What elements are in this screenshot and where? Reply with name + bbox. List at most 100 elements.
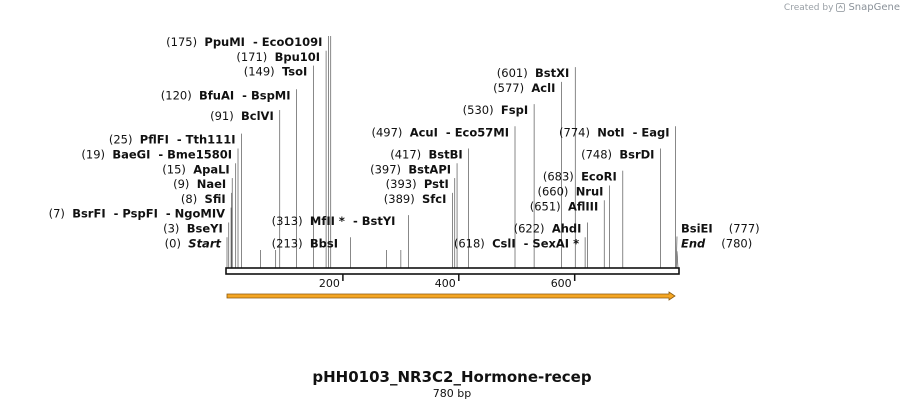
enzyme-label[interactable]: (601) BstXI xyxy=(497,66,570,80)
enzyme-label-text: (497) AcuI - Eco57MI xyxy=(371,125,509,139)
enzyme-label[interactable]: (25) PflFI - Tth111I xyxy=(109,133,236,147)
cut-position: (417) xyxy=(390,147,428,161)
name-separator: - xyxy=(438,125,455,139)
sequence-backbone xyxy=(225,267,680,275)
enzyme-label[interactable]: (389) SfcI xyxy=(384,192,447,206)
name-separator: - xyxy=(158,207,175,221)
cut-position: (19) xyxy=(81,147,112,161)
enzyme-label[interactable]: (8) SfiI xyxy=(181,192,226,206)
enzyme-name: EcoO109I xyxy=(262,35,323,49)
cut-position: (120) xyxy=(161,88,199,102)
enzyme-label[interactable]: (171) Bpu10I xyxy=(236,50,320,64)
enzyme-label-text: (8) SfiI xyxy=(181,192,226,206)
cut-position: (683) xyxy=(543,170,581,184)
orf-arrow[interactable] xyxy=(226,291,676,301)
enzyme-label-text: (9) NaeI xyxy=(173,177,226,191)
name-separator: - xyxy=(345,214,362,228)
credit-prefix: Created by xyxy=(783,2,834,13)
enzyme-name: PflFI xyxy=(140,133,169,147)
cut-position: (313) xyxy=(272,214,310,228)
orf-feature[interactable] xyxy=(226,291,676,301)
enzyme-name: BstXI xyxy=(535,66,569,80)
cut-position: (780) xyxy=(721,236,752,250)
enzyme-label[interactable]: (175) PpuMI - EcoO109I xyxy=(166,35,322,49)
enzyme-label-text: (622) AhdI xyxy=(514,221,582,235)
enzyme-name: AclI xyxy=(531,81,555,95)
enzyme-label-text: (19) BaeGI - Bme1580I xyxy=(81,147,232,161)
enzyme-label-text: (774) NotI - EagI xyxy=(559,125,669,139)
enzyme-label[interactable]: (660) NruI xyxy=(537,184,603,198)
enzyme-label[interactable]: (397) BstAPI xyxy=(370,162,451,176)
enzyme-label[interactable]: (683) EcoRI xyxy=(543,170,617,184)
enzyme-label-text: (389) SfcI xyxy=(384,192,447,206)
cut-position: (7) xyxy=(49,207,73,221)
enzyme-name: EcoRI xyxy=(581,170,617,184)
cut-position: (15) xyxy=(162,162,193,176)
enzyme-label-text: (25) PflFI - Tth111I xyxy=(109,133,236,147)
enzyme-label-text: (0) Start xyxy=(165,236,222,250)
site-lines xyxy=(226,36,679,269)
cut-position: (8) xyxy=(181,192,205,206)
enzyme-label-text: End (780) xyxy=(681,236,752,250)
cut-position: (777) xyxy=(729,221,760,235)
enzyme-label[interactable]: (651) AflIII xyxy=(530,199,599,213)
enzyme-label-text: (417) BstBI xyxy=(390,147,462,161)
ruler-tick-label: 200 xyxy=(319,277,340,290)
enzyme-label[interactable]: (7) BsrFI - PspFI - NgoMIV xyxy=(49,207,226,221)
enzyme-label[interactable]: (3) BseYI xyxy=(163,221,223,235)
enzyme-name: NaeI xyxy=(197,177,226,191)
enzyme-label[interactable]: (748) BsrDI xyxy=(581,147,654,161)
enzyme-name: BsrDI xyxy=(619,147,654,161)
cut-position: (393) xyxy=(386,177,424,191)
enzyme-name: FspI xyxy=(501,103,528,117)
snapgene-logo-icon xyxy=(836,3,846,12)
cut-position: (213) xyxy=(272,236,310,250)
name-separator: - xyxy=(150,147,167,161)
enzyme-name: Bme1580I xyxy=(167,147,232,161)
enzyme-label[interactable]: (9) NaeI xyxy=(173,177,226,191)
enzyme-label[interactable]: (417) BstBI xyxy=(390,147,462,161)
enzyme-label[interactable]: (497) AcuI - Eco57MI xyxy=(371,125,509,139)
enzyme-name: NruI xyxy=(576,184,604,198)
enzyme-name: CslI xyxy=(492,236,516,250)
enzyme-name: NotI xyxy=(597,125,624,139)
enzyme-label[interactable]: End (780) xyxy=(681,236,752,250)
enzyme-label[interactable]: (530) FspI xyxy=(463,103,528,117)
enzyme-label[interactable]: (213) BbsI xyxy=(272,236,338,250)
cut-position: (618) xyxy=(454,236,492,250)
enzyme-label[interactable]: (120) BfuAI - BspMI xyxy=(161,88,291,102)
name-separator: - xyxy=(106,207,123,221)
enzyme-name: Bpu10I xyxy=(275,50,320,64)
enzyme-name: AflIII xyxy=(568,199,598,213)
cut-position: (149) xyxy=(244,65,282,79)
cut-position: (774) xyxy=(559,125,597,139)
cut-position: (389) xyxy=(384,192,422,206)
enzyme-label[interactable]: BsiEI (777) xyxy=(681,221,760,235)
name-separator: - xyxy=(625,125,642,139)
enzyme-label[interactable]: (0) Start xyxy=(165,236,222,250)
enzyme-label[interactable]: (622) AhdI xyxy=(514,221,582,235)
enzyme-label[interactable]: (774) NotI - EagI xyxy=(559,125,669,139)
enzyme-label[interactable]: (15) ApaLI xyxy=(162,162,229,176)
enzyme-label[interactable]: (149) TsoI xyxy=(244,65,308,79)
site-line xyxy=(675,236,678,269)
enzyme-name: TsoI xyxy=(282,65,307,79)
ruler-ticks: 200 400 600 xyxy=(319,274,576,290)
cut-position: (530) xyxy=(463,103,501,117)
enzyme-label-text: (7) BsrFI - PspFI - NgoMIV xyxy=(49,207,226,221)
enzyme-label[interactable]: (313) MfII * - BstYI xyxy=(272,214,396,228)
enzyme-label[interactable]: (577) AclI xyxy=(493,81,555,95)
enzyme-label-text: (3) BseYI xyxy=(163,221,223,235)
cut-position: (91) xyxy=(210,109,241,123)
enzyme-name: BspMI xyxy=(251,88,291,102)
cut-position: (171) xyxy=(236,50,274,64)
enzyme-name: BfuAI xyxy=(199,88,234,102)
enzyme-label-text: (651) AflIII xyxy=(530,199,599,213)
enzyme-label[interactable]: (618) CslI - SexAI * xyxy=(454,236,579,250)
cut-position: (9) xyxy=(173,177,197,191)
enzyme-label[interactable]: (91) BclVI xyxy=(210,109,274,123)
plasmid-length: 780 bp xyxy=(433,387,471,400)
enzyme-label[interactable]: (393) PstI xyxy=(386,177,449,191)
enzyme-label[interactable]: (19) BaeGI - Bme1580I xyxy=(81,147,232,161)
enzyme-name: BbsI xyxy=(310,236,338,250)
